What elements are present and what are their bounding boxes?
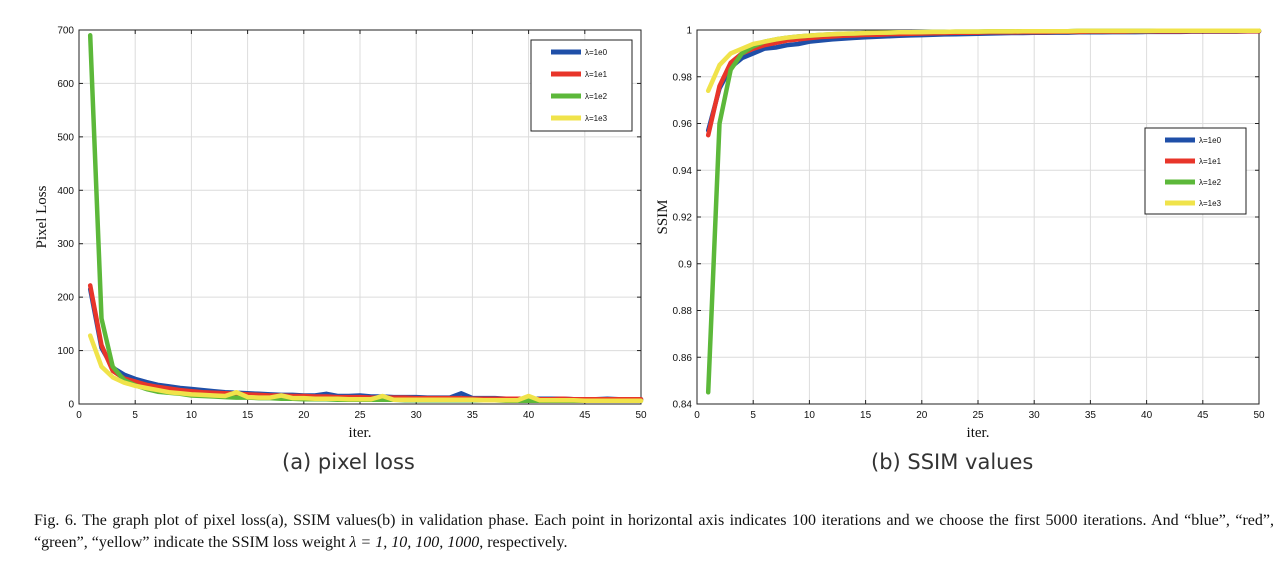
y-tick-label: 0.9	[678, 259, 692, 270]
legend: λ=1e0 λ=1e1 λ=1e2 λ=1e3	[1144, 127, 1247, 215]
x-tick-label: 20	[916, 410, 928, 421]
legend-label: λ=1e2	[585, 92, 608, 101]
x-tick-label: 30	[411, 410, 423, 421]
y-tick-label: 0.98	[673, 72, 693, 83]
x-tick-label: 0	[76, 410, 82, 421]
x-axis-label: iter.	[349, 425, 372, 441]
y-tick-label: 0.94	[673, 166, 693, 177]
y-tick-label: 500	[57, 132, 74, 143]
grid-lines	[697, 30, 1259, 404]
figure-caption: Fig. 6. The graph plot of pixel loss(a),…	[34, 510, 1274, 554]
y-tick-label: 700	[57, 26, 74, 37]
y-tick-label: 0.92	[673, 213, 693, 224]
x-tick-label: 25	[354, 410, 366, 421]
series-line-4	[87, 333, 644, 404]
x-tick-label: 15	[860, 410, 872, 421]
y-tick-label: 0	[68, 400, 74, 411]
legend: λ=1e0 λ=1e1 λ=1e2 λ=1e3	[530, 39, 633, 132]
y-axis-label: Pixel Loss	[34, 185, 50, 248]
x-axis-label: iter.	[967, 425, 990, 441]
x-tick-label: 10	[186, 410, 198, 421]
y-tick-label: 0.84	[673, 400, 693, 411]
subcaption-b: (b) SSIM values	[871, 450, 1034, 474]
legend-label: λ=1e3	[585, 114, 608, 123]
subcaption-a: (a) pixel loss	[282, 450, 415, 474]
legend-label: λ=1e0	[1199, 136, 1222, 145]
legend-label: λ=1e3	[1199, 199, 1222, 208]
x-tick-label: 10	[804, 410, 816, 421]
x-tick-label: 5	[132, 410, 138, 421]
legend-label: λ=1e2	[1199, 178, 1222, 187]
y-tick-label: 200	[57, 293, 74, 304]
legend-label: λ=1e0	[585, 48, 608, 57]
y-tick-label: 1	[686, 26, 692, 37]
x-tick-label: 35	[467, 410, 479, 421]
x-tick-label: 50	[635, 410, 647, 421]
x-tick-label: 45	[1197, 410, 1209, 421]
caption-lambda: λ = 1, 10, 100, 1000	[349, 534, 480, 551]
y-tick-label: 100	[57, 346, 74, 357]
x-tick-label: 0	[694, 410, 700, 421]
x-tick-label: 30	[1029, 410, 1041, 421]
y-tick-label: 300	[57, 239, 74, 250]
y-tick-label: 600	[57, 79, 74, 90]
series-line-4	[705, 28, 1262, 94]
ssim-chart: 0 5 10 15 20 25 30 35 40 45 50 0.84 0.86 0.88 0.9 0.92 0…	[655, 26, 1265, 442]
caption-text-2: , respectively.	[479, 534, 568, 551]
x-tick-label: 35	[1085, 410, 1097, 421]
y-tick-label: 0.88	[673, 306, 693, 317]
y-tick-label: 400	[57, 186, 74, 197]
x-tick-label: 15	[242, 410, 254, 421]
legend-label: λ=1e1	[585, 70, 608, 79]
series-line-1	[705, 29, 1262, 133]
x-tick-label: 40	[1141, 410, 1153, 421]
y-tick-label: 0.86	[673, 353, 693, 364]
x-tick-label: 40	[523, 410, 535, 421]
legend-label: λ=1e1	[1199, 157, 1222, 166]
x-tick-label: 25	[972, 410, 984, 421]
x-tick-label: 45	[579, 410, 591, 421]
y-axis-label: SSIM	[655, 199, 671, 234]
x-tick-label: 50	[1253, 410, 1265, 421]
y-tick-label: 0.96	[673, 119, 693, 130]
legend-box	[530, 39, 633, 132]
grid-lines	[79, 30, 641, 404]
x-tick-label: 5	[750, 410, 756, 421]
pixel-loss-chart: 0 5 10 15 20 25 30 35 40 45 5001002003004005006007…	[34, 26, 647, 442]
caption-text-1: Fig. 6. The graph plot of pixel loss(a),…	[34, 512, 1274, 551]
legend-box	[1144, 127, 1247, 215]
x-tick-label: 20	[298, 410, 310, 421]
